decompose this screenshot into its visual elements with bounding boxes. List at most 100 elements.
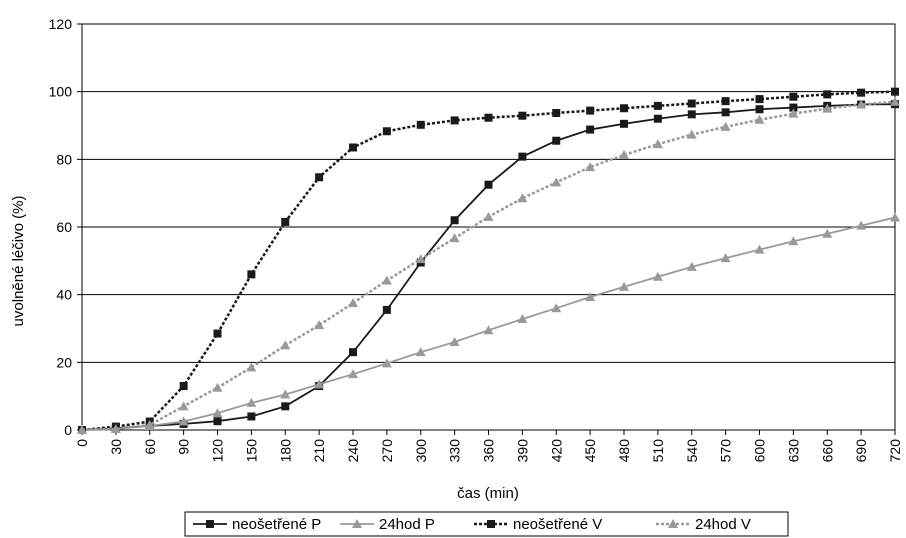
data-point: [552, 136, 561, 145]
x-tick-label: 150: [243, 439, 259, 463]
data-point: [551, 177, 562, 187]
series-4: [77, 96, 900, 434]
x-tick-label: 90: [176, 439, 192, 455]
data-point: [213, 417, 222, 426]
series-line: [81, 90, 896, 432]
data-point: [619, 149, 629, 159]
x-tick-label: 720: [887, 439, 903, 463]
data-point: [213, 329, 222, 338]
data-point: [416, 120, 425, 129]
data-point: [314, 320, 325, 330]
data-point: [755, 95, 764, 104]
series-layer: [77, 87, 900, 434]
x-tick-label: 180: [277, 439, 293, 463]
data-point: [314, 379, 325, 389]
data-point: [789, 92, 798, 101]
data-point: [754, 244, 765, 254]
series-line: [81, 100, 896, 432]
data-point: [110, 423, 121, 433]
data-point: [517, 193, 528, 203]
y-tick-label: 60: [56, 219, 72, 235]
data-point: [754, 114, 765, 124]
data-point: [315, 173, 324, 182]
legend-item: neošetřené V: [474, 516, 602, 533]
data-point: [721, 97, 730, 106]
data-point: [483, 325, 494, 335]
data-point: [789, 103, 798, 112]
data-point: [179, 382, 188, 391]
x-tick-label: 210: [311, 439, 327, 463]
x-axis-label: čas (min): [457, 485, 519, 502]
series-line: [81, 216, 896, 431]
data-point: [348, 369, 358, 379]
x-tick-label: 630: [785, 439, 801, 463]
data-point: [178, 416, 189, 426]
x-tick-label: 30: [108, 439, 124, 455]
data-point: [381, 275, 392, 285]
data-point: [856, 99, 867, 109]
data-point: [449, 233, 460, 243]
data-point: [247, 412, 256, 421]
data-point: [822, 103, 833, 113]
series-3: [78, 87, 899, 434]
data-point: [686, 129, 697, 139]
data-point: [585, 162, 596, 172]
data-point: [856, 220, 867, 230]
data-point: [212, 408, 223, 418]
data-point: [415, 254, 426, 264]
data-point: [890, 96, 900, 106]
data-point: [484, 180, 493, 189]
data-point: [415, 347, 426, 357]
x-tick-label: 240: [345, 439, 361, 463]
legend-label: 24hod P: [379, 516, 435, 533]
data-point: [686, 261, 697, 271]
data-point: [721, 108, 730, 117]
y-tick-label: 120: [49, 16, 73, 32]
gridlines: [82, 23, 895, 431]
x-tick-label: 270: [379, 439, 395, 463]
data-point: [349, 348, 357, 357]
data-point: [144, 419, 155, 429]
data-point: [212, 382, 223, 392]
y-tick-label: 20: [56, 354, 72, 370]
legend-label: 24hod V: [695, 516, 751, 533]
data-point: [450, 216, 459, 225]
data-point: [382, 305, 391, 314]
data-point: [483, 211, 494, 221]
data-point: [755, 105, 764, 114]
data-point: [518, 152, 527, 161]
x-tick-label: 690: [853, 439, 869, 463]
series-2: [77, 212, 900, 434]
data-point: [652, 139, 663, 149]
x-tick-label: 330: [447, 439, 463, 463]
x-tick-label: 570: [718, 439, 734, 463]
data-point: [178, 401, 189, 411]
x-tick-label: 60: [142, 439, 158, 455]
data-point: [890, 212, 900, 222]
data-point: [788, 236, 799, 246]
data-point: [348, 298, 358, 308]
data-point: [788, 108, 799, 118]
x-tick-label: 120: [210, 439, 226, 463]
data-point: [517, 314, 528, 324]
data-point: [518, 111, 527, 120]
data-point: [281, 217, 290, 226]
x-tick-label: 420: [548, 439, 564, 463]
data-point: [653, 114, 662, 123]
data-point: [687, 99, 696, 108]
legend-label: neošetřené P: [232, 516, 321, 533]
data-point: [552, 108, 561, 117]
x-tick-label: 360: [481, 439, 497, 463]
legend: neošetřené P 24hod P neošetřené V 24hod V: [184, 511, 789, 537]
legend-item: neošetřené P: [193, 516, 321, 533]
x-tick-label: 300: [413, 439, 429, 463]
data-point: [687, 110, 696, 119]
data-point: [822, 228, 833, 238]
data-point: [586, 125, 595, 134]
x-tick-label: 480: [616, 439, 632, 463]
data-point: [720, 253, 731, 263]
data-point: [720, 121, 731, 131]
series-1: [78, 100, 899, 434]
data-point: [382, 127, 391, 136]
